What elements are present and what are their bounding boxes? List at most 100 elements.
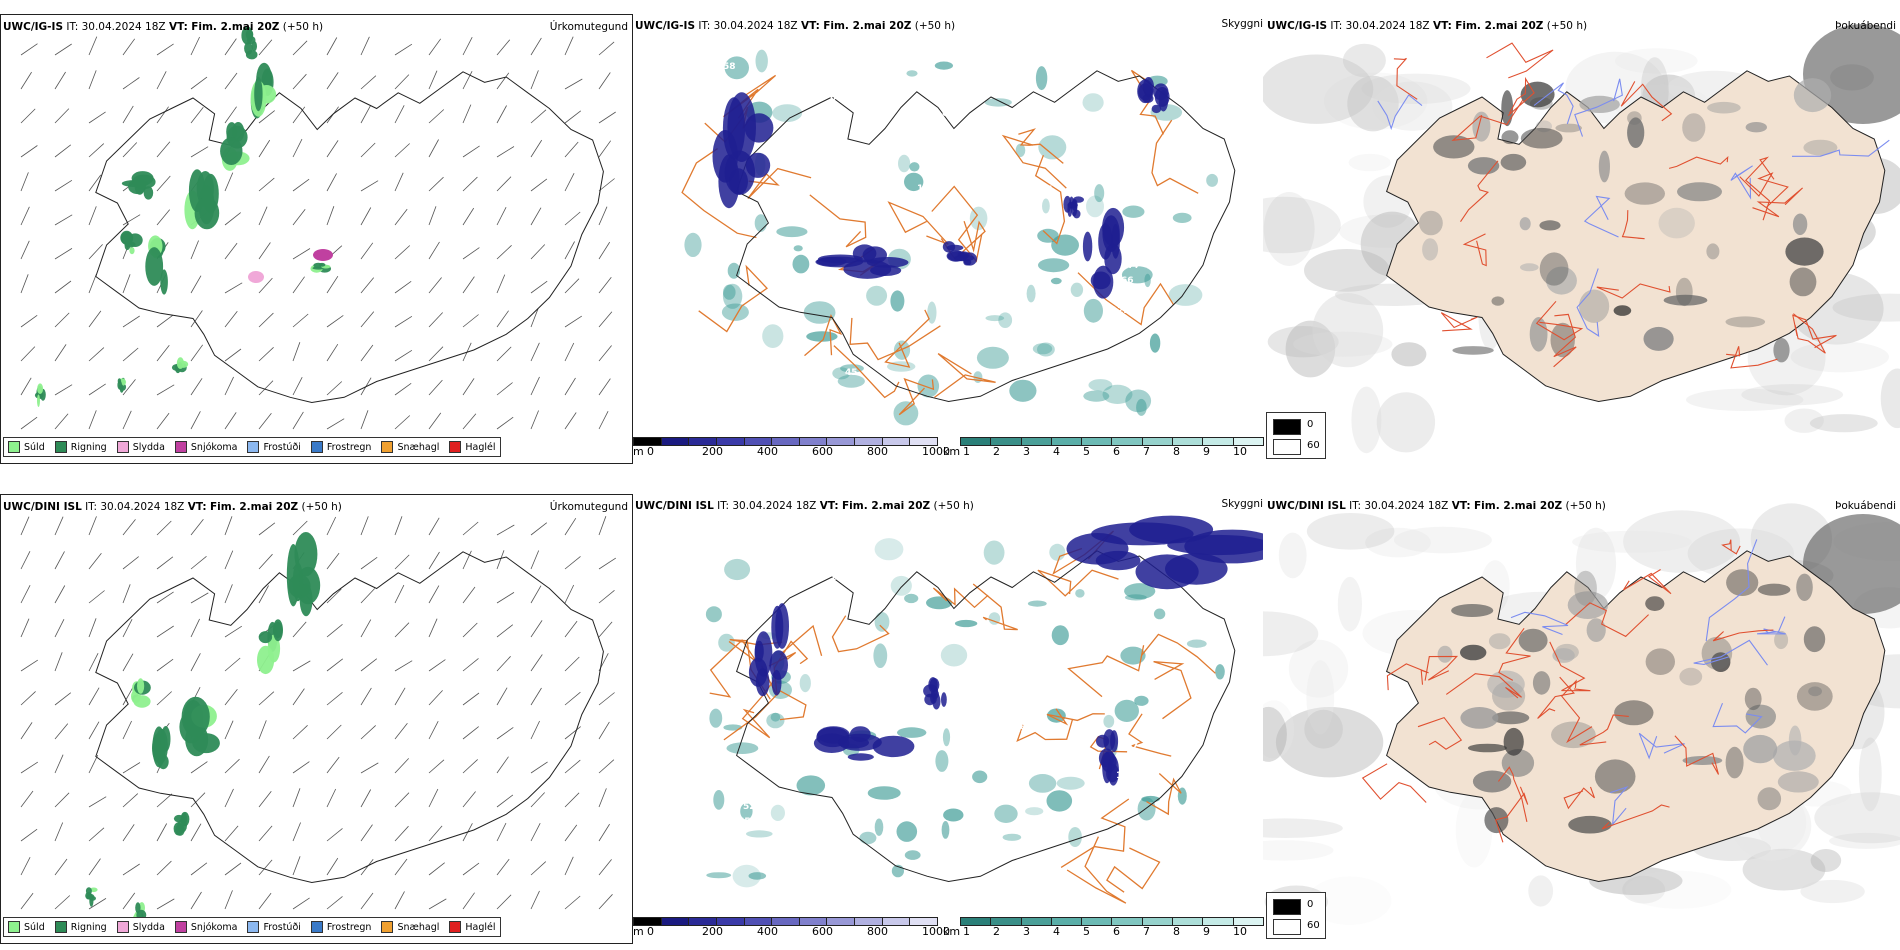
scale-segment xyxy=(1112,917,1143,926)
wind-barb xyxy=(326,173,337,192)
scale-tick: 200 xyxy=(702,445,723,458)
scale-segment xyxy=(1021,917,1052,926)
wind-barb xyxy=(462,759,478,774)
fog-cell xyxy=(1707,101,1741,114)
road-line xyxy=(972,583,1018,631)
wind-barb xyxy=(190,378,203,396)
wind-barb xyxy=(156,625,174,638)
wind-barb xyxy=(88,516,97,536)
river-line xyxy=(1377,94,1423,131)
fog-cell xyxy=(1455,792,1493,868)
road-line xyxy=(1507,76,1535,117)
legend-label: Snjókoma xyxy=(190,441,238,453)
visibility-cell xyxy=(998,312,1013,329)
wind-barb xyxy=(428,721,439,740)
cloud-base-value: 45 xyxy=(845,368,858,378)
visibility-cell xyxy=(1125,389,1152,413)
fog-cell xyxy=(1658,207,1695,239)
visibility-cell xyxy=(874,612,890,632)
visibility-cell xyxy=(726,742,759,754)
wind-barb xyxy=(428,379,443,396)
scale-segment xyxy=(827,437,856,446)
wind-barb xyxy=(496,72,510,90)
wind-barb xyxy=(224,242,238,260)
scale-segment xyxy=(744,437,773,446)
wind-barb xyxy=(428,690,443,706)
wind-barb xyxy=(564,173,575,192)
visibility-cell xyxy=(1056,776,1085,790)
wind-barb xyxy=(54,280,72,294)
panel-header: UWC/DINI ISL IT: 30.04.2024 18Z VT: Fim.… xyxy=(1267,500,1606,512)
fog-cell xyxy=(1263,611,1319,657)
wind-barb xyxy=(598,276,612,294)
fog-cell xyxy=(1551,721,1596,749)
wind-barb xyxy=(496,382,513,396)
wind-barb xyxy=(564,556,581,570)
fog-map-bottom xyxy=(1263,503,1900,925)
precip-cell xyxy=(181,812,187,826)
wind-barb xyxy=(496,756,509,774)
wind-barb xyxy=(20,828,38,842)
wind-barb xyxy=(530,37,542,56)
wind-barb xyxy=(598,311,613,328)
wind-barb xyxy=(428,241,440,260)
wind-barb xyxy=(54,312,70,328)
road-line xyxy=(1018,128,1064,164)
visibility-cell xyxy=(746,830,773,838)
legend-swatch xyxy=(8,441,20,453)
fog-cell xyxy=(1501,90,1514,127)
fog-cell xyxy=(1793,78,1832,113)
fog-cell xyxy=(1422,238,1439,261)
wind-barb xyxy=(156,314,174,328)
wind-barb xyxy=(360,105,371,124)
fog-cell xyxy=(1391,342,1427,367)
visibility-cell xyxy=(909,162,920,172)
wind-barb xyxy=(530,890,540,910)
wind-barb xyxy=(496,624,514,638)
scale-segment xyxy=(1203,917,1234,926)
fog-cell xyxy=(1263,196,1341,254)
wind-barb xyxy=(258,39,273,56)
legend-label: Frostregn xyxy=(326,441,372,453)
wind-barb xyxy=(530,109,547,124)
legend-swatch xyxy=(116,921,129,933)
fog-cell xyxy=(1679,667,1703,686)
scale-tick: 3 xyxy=(1023,445,1030,458)
wind-barb xyxy=(496,687,508,706)
fog-cell xyxy=(1575,527,1617,601)
wind-barb xyxy=(292,688,305,706)
wind-barb xyxy=(394,723,408,740)
visibility-cell xyxy=(935,750,949,772)
wind-barb xyxy=(20,416,38,430)
road-line xyxy=(1424,655,1459,681)
wind-barb xyxy=(462,104,472,124)
river-line xyxy=(1610,785,1629,827)
wind-barb xyxy=(496,105,507,124)
road-line xyxy=(681,148,757,239)
scale-segment xyxy=(1112,437,1143,446)
cloud-base-value: 46 xyxy=(1029,200,1042,210)
cloud-cell xyxy=(928,677,938,693)
wind-barb xyxy=(360,311,375,328)
precip-cell xyxy=(120,231,134,245)
wind-barb xyxy=(224,106,237,124)
road-line xyxy=(1067,645,1145,698)
wind-barb xyxy=(530,376,540,396)
cloud-base-value: 65 xyxy=(738,817,751,827)
wind-barb xyxy=(428,825,443,842)
wind-barb xyxy=(88,143,105,158)
legend-label: Frostúði xyxy=(263,441,301,453)
wind-barb xyxy=(394,349,413,362)
wind-barb xyxy=(20,585,31,604)
visibility-cell xyxy=(713,790,725,810)
visibility-cell xyxy=(1136,398,1147,416)
wind-barb xyxy=(428,759,445,774)
wind-barb xyxy=(224,720,234,740)
cloud-base-value: 104 xyxy=(1034,185,1053,195)
fog-cell xyxy=(1324,72,1428,130)
wind-barb xyxy=(292,276,305,294)
wind-barb xyxy=(190,275,202,294)
river-line xyxy=(1712,702,1763,734)
wind-barb xyxy=(598,759,615,774)
wind-barb xyxy=(360,687,372,706)
